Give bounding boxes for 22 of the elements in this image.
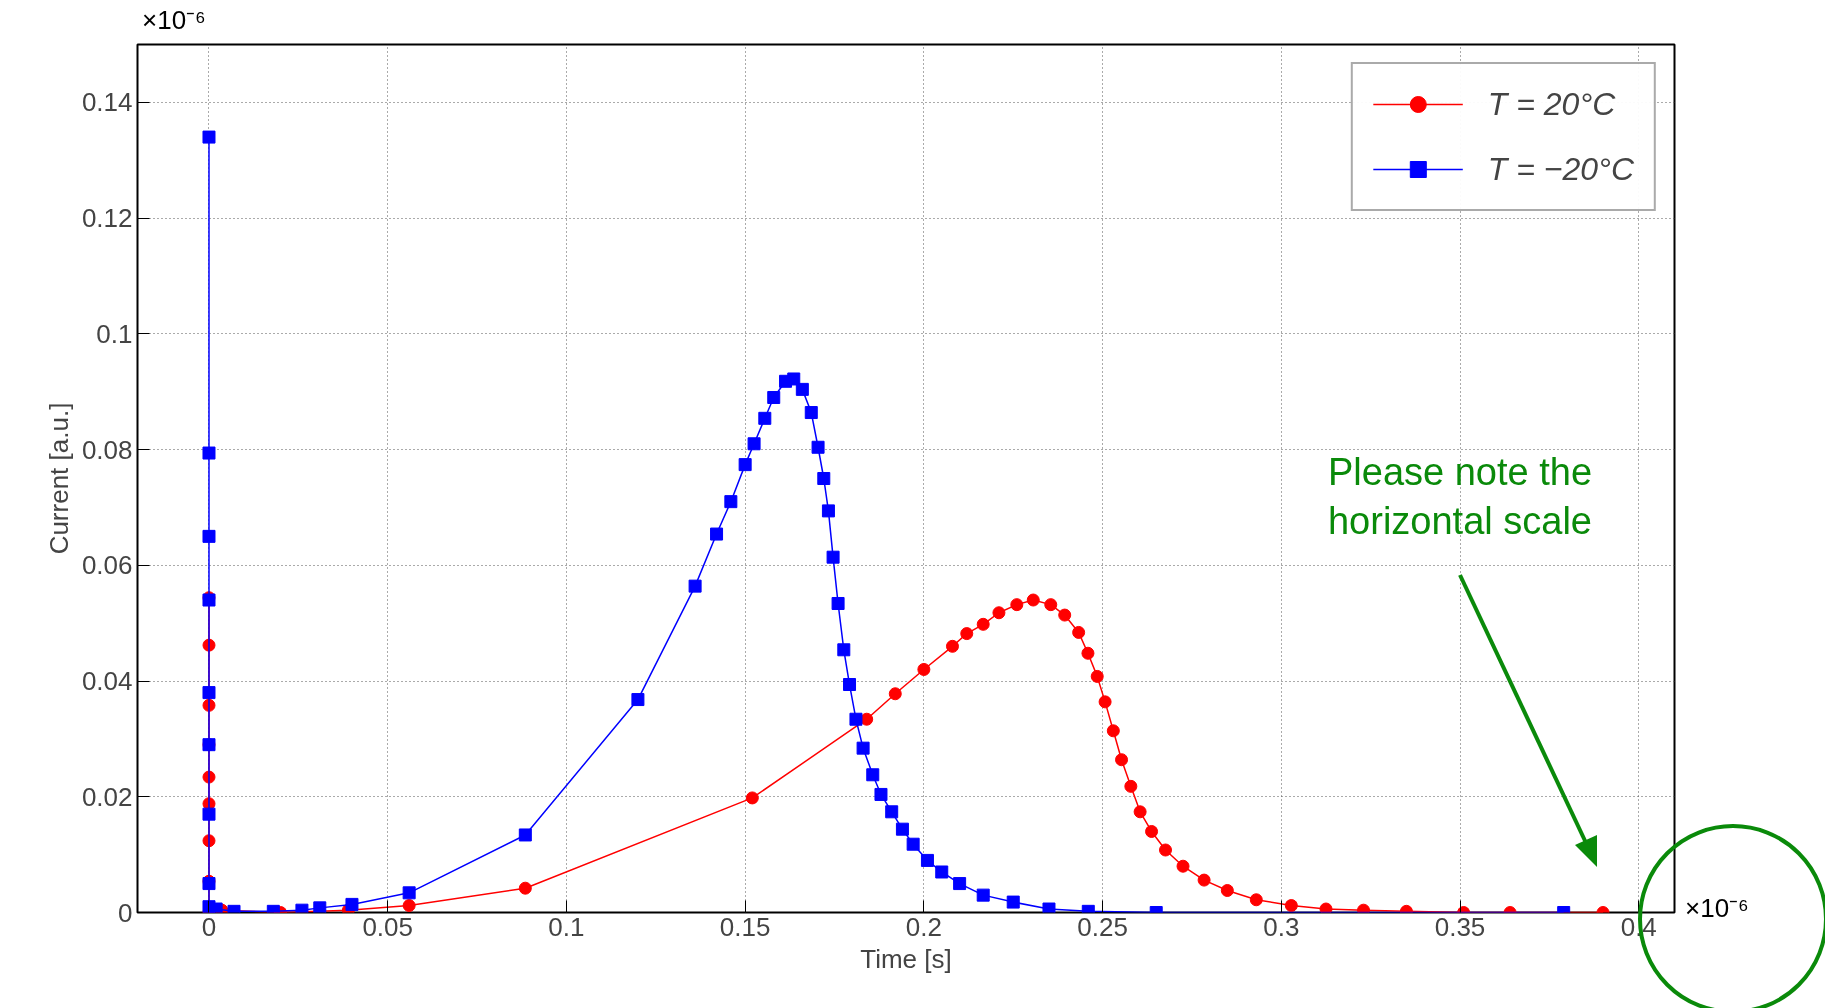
y-tick-label: 0.06 bbox=[81, 550, 133, 581]
x-tick-label: 0.3 bbox=[1263, 911, 1300, 942]
x-tick-label: 0.35 bbox=[1434, 911, 1486, 942]
legend-label: T = −20°C bbox=[1487, 150, 1634, 188]
annotation: Please note the horizontal scale bbox=[1327, 451, 1593, 543]
y-tick-label: 0.08 bbox=[81, 434, 133, 465]
x-tick-label: 0 bbox=[201, 911, 217, 942]
y-tick-label: 0.12 bbox=[81, 203, 133, 234]
y-tick-label: 0.14 bbox=[81, 87, 133, 118]
y-tick-label: 0.02 bbox=[81, 781, 133, 812]
y-axis-title: Current [a.u.] bbox=[43, 402, 74, 555]
x-tick-label: 0.2 bbox=[905, 911, 942, 942]
text: ×10⁻⁶ bbox=[142, 5, 206, 35]
legend-label: T = 20°C bbox=[1487, 85, 1616, 123]
x-tick-label: 0.05 bbox=[362, 911, 414, 942]
y-tick-label: 0.04 bbox=[81, 666, 133, 697]
y-tick-label: 0.1 bbox=[96, 318, 133, 349]
text: ×10⁻⁶ bbox=[1685, 893, 1749, 923]
x-tick-label: 0.1 bbox=[548, 911, 585, 942]
x-tick-label: 0.15 bbox=[719, 911, 771, 942]
x-tick-label: 0.25 bbox=[1077, 911, 1128, 942]
x-axis-title: Time [s] bbox=[860, 943, 952, 974]
